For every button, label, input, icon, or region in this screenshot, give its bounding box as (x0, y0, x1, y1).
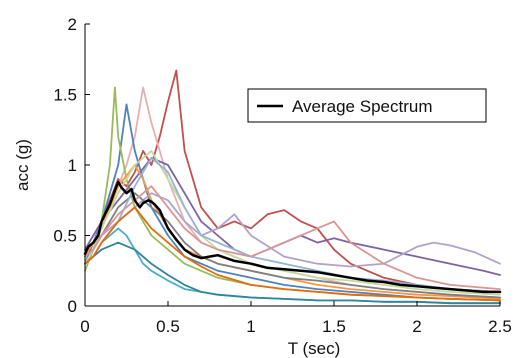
x-ticks: 0 0.5 1 1.5 2 2.5 (80, 301, 512, 336)
y-tick-label: 0 (68, 297, 77, 316)
spectrum-line-14 (84, 206, 501, 302)
x-tick-label: 1 (246, 317, 255, 336)
y-axis-label: acc (g) (13, 139, 32, 191)
legend: Average Spectrum (247, 88, 487, 123)
y-tick-label: 1 (68, 156, 77, 175)
spectrum-line-9 (84, 150, 501, 296)
y-tick-label: 1.5 (53, 86, 77, 105)
x-tick-label: 0.5 (156, 317, 180, 336)
series-layer (83, 69, 502, 305)
x-tick-label: 0 (80, 317, 89, 336)
y-ticks: 0 0.5 1 1.5 2 (53, 15, 90, 316)
legend-box (247, 88, 487, 123)
x-tick-label: 2.5 (488, 317, 512, 336)
average-spectrum-line (83, 180, 502, 294)
spectrum-line-13 (84, 241, 501, 305)
x-tick-label: 1.5 (322, 317, 346, 336)
y-tick-label: 0.5 (53, 227, 77, 246)
spectrum-line-12 (84, 185, 501, 290)
spectrum-line-10 (84, 192, 501, 299)
legend-label: Average Spectrum (292, 97, 432, 116)
y-tick-label: 2 (68, 15, 77, 34)
x-tick-label: 2 (412, 317, 421, 336)
x-axis-label: T (sec) (288, 339, 341, 358)
